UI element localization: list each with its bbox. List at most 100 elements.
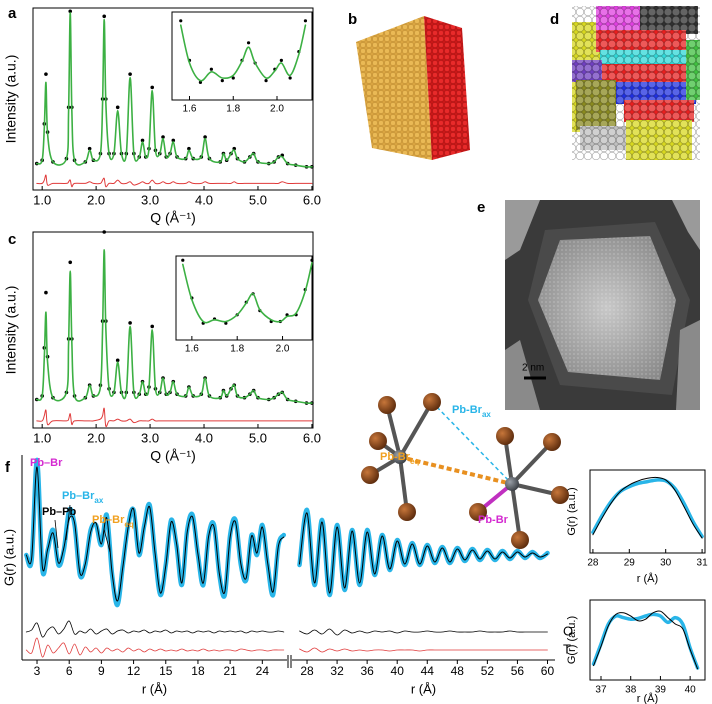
x-tick-label: 31 xyxy=(697,558,709,569)
data-point xyxy=(161,135,165,139)
data-line xyxy=(297,507,550,598)
data-line xyxy=(25,637,285,658)
data-point xyxy=(179,19,183,23)
x-tick-label: 6.0 xyxy=(303,192,321,207)
data-line xyxy=(35,249,313,404)
data-point xyxy=(115,358,120,363)
panel-label: a xyxy=(8,5,17,22)
panel-label: c xyxy=(8,231,16,248)
annotation: Pb-Breq xyxy=(380,451,419,466)
annotation: Pb–Pb xyxy=(42,506,77,518)
x-axis-label: r (Å) xyxy=(637,692,658,704)
data-point xyxy=(303,19,308,23)
x-tick-label: 2.0 xyxy=(276,344,290,355)
x-tick-label: 36 xyxy=(360,664,374,678)
x-tick-label: 40 xyxy=(391,664,405,678)
x-tick-label: 6.0 xyxy=(303,430,321,445)
x-tick-label: 21 xyxy=(223,664,237,678)
annotation-subscript: eq xyxy=(410,457,419,466)
x-tick-label: 3.0 xyxy=(141,192,159,207)
annotation: Pb-Brax xyxy=(452,404,491,419)
annotation-leader xyxy=(103,528,111,553)
data-point xyxy=(68,9,73,14)
structure-d xyxy=(572,6,700,160)
data-line xyxy=(24,457,287,608)
annotation-text: Pb-Br xyxy=(380,451,411,463)
y-axis-label: Intensity (a.u.) xyxy=(3,55,19,144)
x-tick-label: 48 xyxy=(451,664,465,678)
annotation-subscript: ax xyxy=(482,410,491,419)
x-tick-label: 2.0 xyxy=(270,104,284,115)
x-tick-label: 5.0 xyxy=(249,192,267,207)
x-tick-label: 3 xyxy=(34,664,41,678)
x-tick-label: 1.0 xyxy=(33,430,51,445)
data-point xyxy=(203,135,207,139)
annotation-text: Pb–Pb xyxy=(42,506,77,518)
data-point xyxy=(231,76,235,80)
plot-frame xyxy=(32,7,314,191)
inset-frame xyxy=(171,11,313,101)
plot-frame xyxy=(589,599,706,681)
annotation: Pb–Br xyxy=(30,457,63,469)
annotation: Pb–Brax xyxy=(62,490,104,505)
x-tick-label: 1.8 xyxy=(226,104,240,115)
panel-label: f xyxy=(5,459,11,476)
x-tick-label: 9 xyxy=(98,664,105,678)
data-line xyxy=(592,476,703,539)
y-axis-label: G(r) (a.u.) xyxy=(566,616,578,664)
x-tick-label: 60 xyxy=(541,664,555,678)
gold-domain xyxy=(356,16,432,160)
x-tick-label: 32 xyxy=(330,664,344,678)
x-tick-label: 39 xyxy=(655,685,667,696)
data-line xyxy=(182,261,313,324)
panel-label: d xyxy=(550,11,559,28)
annotation-text: Pb–Br xyxy=(92,514,125,526)
data-line xyxy=(591,612,700,670)
data-line xyxy=(179,24,307,82)
structure-b xyxy=(356,16,470,160)
data-point xyxy=(128,72,132,76)
x-axis-label: r (Å) xyxy=(142,681,167,696)
data-point xyxy=(150,85,155,90)
legend-label: T xyxy=(563,641,571,656)
x-tick-label: 38 xyxy=(625,685,637,696)
data-line xyxy=(299,512,548,594)
data-point xyxy=(102,14,107,19)
x-tick-label: 5.0 xyxy=(249,430,267,445)
x-tick-label: 12 xyxy=(127,664,141,678)
data-point xyxy=(171,138,176,143)
x-tick-label: 2.0 xyxy=(87,430,105,445)
x-tick-label: 18 xyxy=(191,664,205,678)
annotation: Pb–Breq xyxy=(92,514,134,529)
x-axis-label: Q (Å⁻¹) xyxy=(150,448,196,464)
x-tick-label: 29 xyxy=(624,558,636,569)
x-tick-label: 15 xyxy=(159,664,173,678)
data-point xyxy=(198,80,203,84)
x-tick-label: 44 xyxy=(421,664,435,678)
data-line xyxy=(25,620,285,638)
x-tick-label: 2.0 xyxy=(87,192,105,207)
annotation-leader xyxy=(54,519,59,549)
data-point xyxy=(44,72,48,76)
x-tick-label: 24 xyxy=(256,664,270,678)
x-tick-label: 1.6 xyxy=(185,344,199,355)
inset-frame xyxy=(175,255,313,341)
x-tick-label: 28 xyxy=(587,558,599,569)
plot-frame xyxy=(32,231,314,429)
data-line xyxy=(299,647,548,653)
data-point xyxy=(279,58,283,63)
y-axis-label: Intensity (a.u.) xyxy=(3,286,19,375)
annotation-subscript: ax xyxy=(94,496,103,505)
data-point xyxy=(68,260,73,265)
x-axis-label: r (Å) xyxy=(637,572,658,585)
annotation-leader xyxy=(65,504,71,541)
data-point xyxy=(310,258,314,262)
x-tick-label: 6 xyxy=(66,664,73,678)
data-point xyxy=(102,230,107,234)
x-tick-label: 37 xyxy=(595,685,607,696)
red-domain xyxy=(424,16,470,160)
data-point xyxy=(181,258,185,262)
annotation-text: Pb–Br xyxy=(30,457,63,469)
x-tick-label: 4.0 xyxy=(195,430,213,445)
